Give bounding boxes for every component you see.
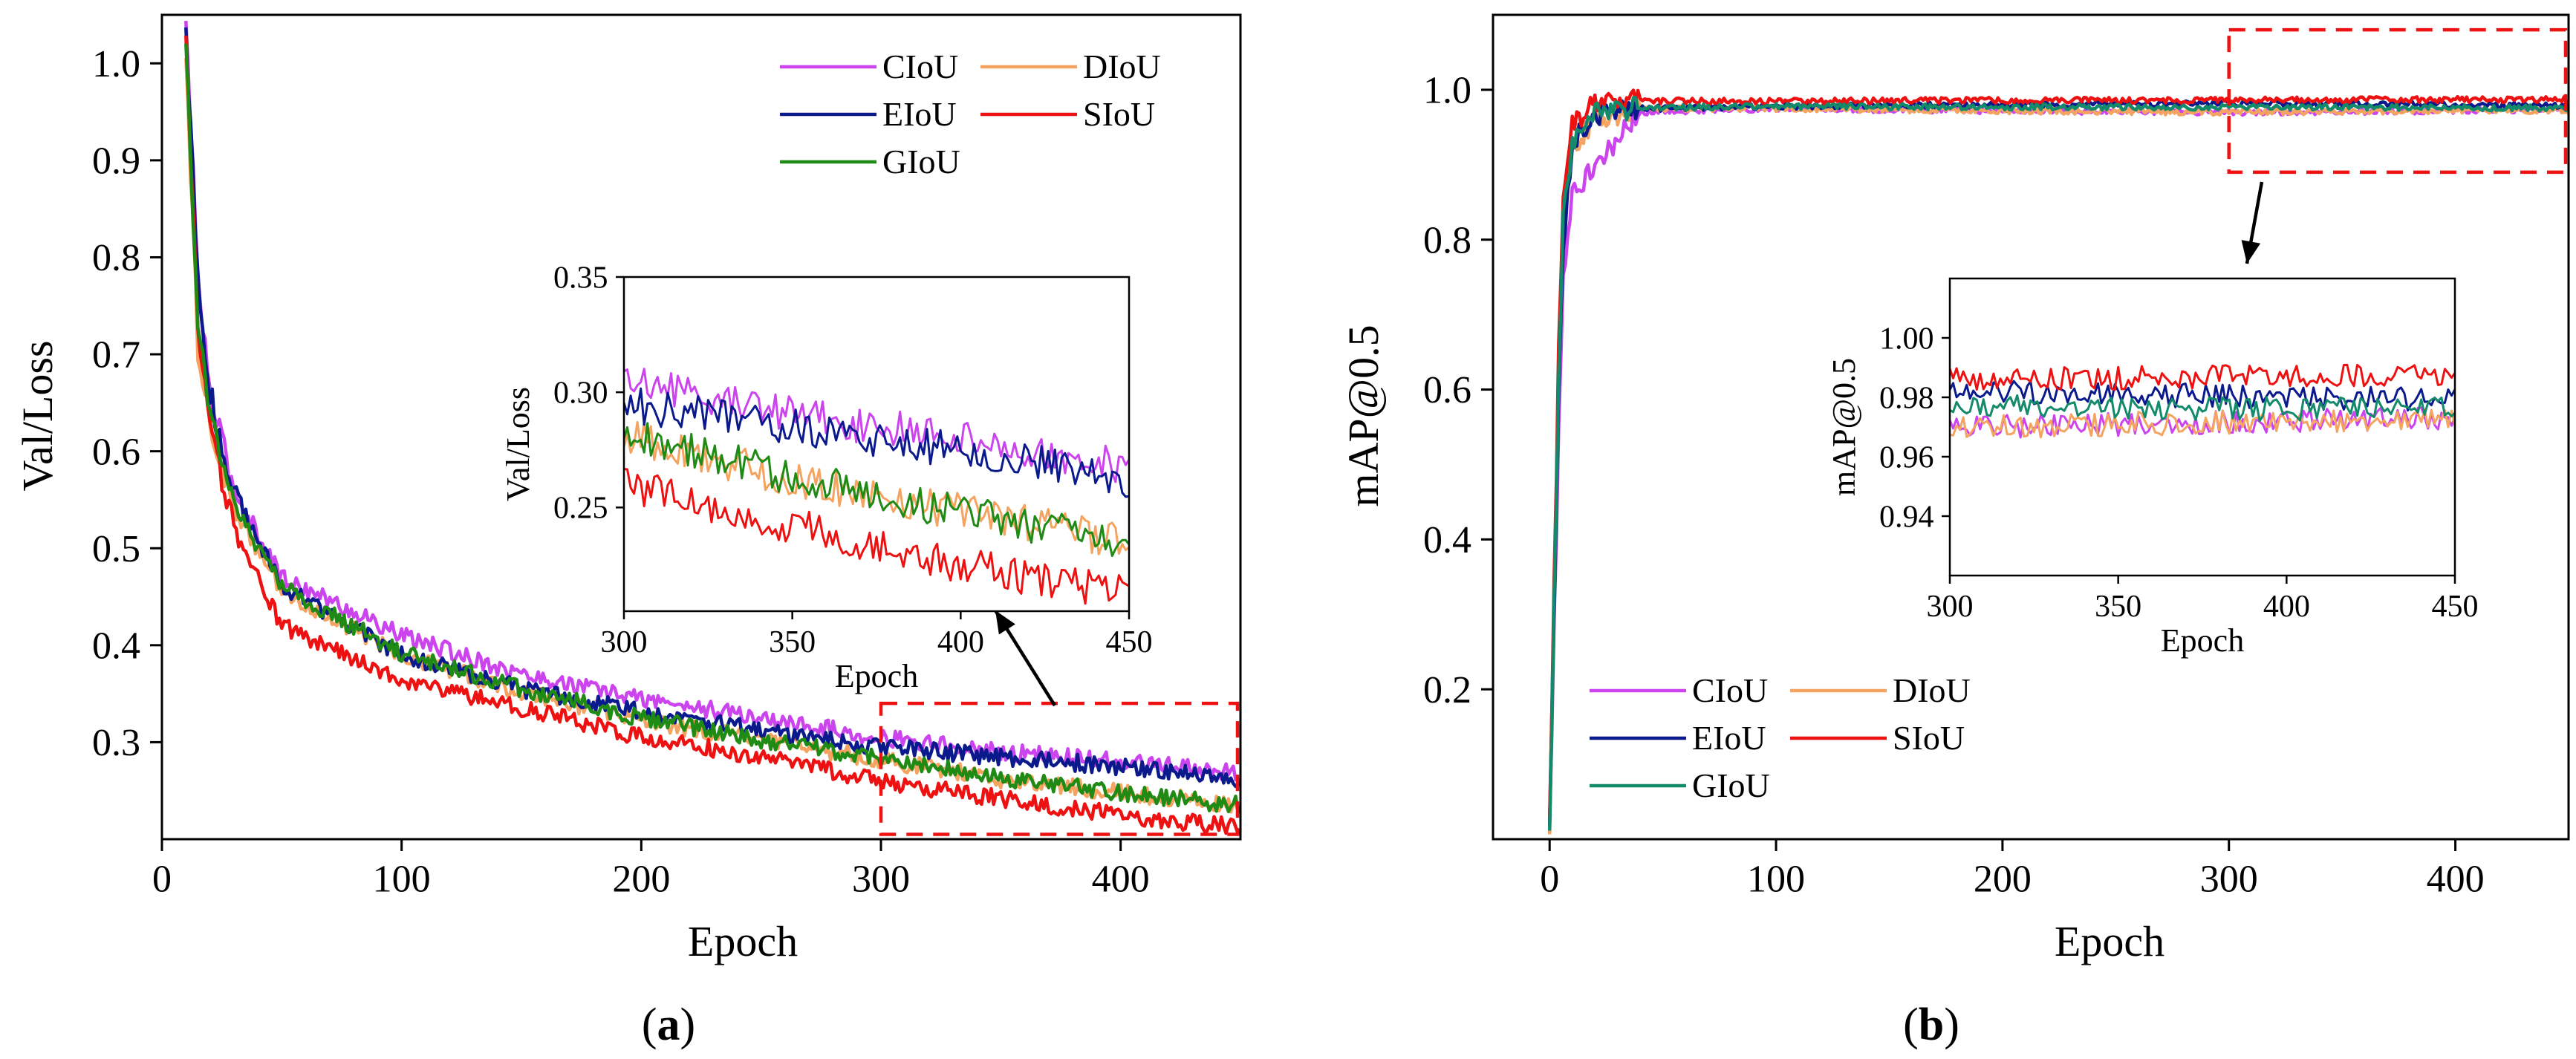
inset-x-axis-label: Epoch — [835, 658, 918, 694]
inset-y-axis-label: Val/Loss — [500, 387, 536, 501]
panel-label-open-paren: ( — [1903, 1000, 1919, 1050]
inset-axis-y-tick-label: 0.35 — [553, 261, 608, 295]
inset-x-axis-label: Epoch — [2161, 622, 2244, 659]
series-line-eiou-inset — [624, 387, 1129, 498]
panel-label: (b) — [1903, 1000, 1959, 1050]
zoom-arrow-head — [2241, 240, 2261, 264]
inset-axis-y-tick-label: 0.96 — [1879, 440, 1934, 475]
legend-label-siou: SIoU — [1083, 95, 1155, 133]
panel-label-letter: a — [657, 1000, 680, 1050]
series-line-siou-inset — [1950, 363, 2455, 391]
axis-x-tick-label: 0 — [1540, 858, 1559, 901]
axis-y-tick-label: 0.8 — [1423, 219, 1471, 261]
series-line-giou — [184, 43, 1240, 814]
inset-axis-y-tick-label: 0.94 — [1879, 500, 1934, 534]
axis-y-tick-label: 1.0 — [1423, 70, 1471, 112]
axis-y-tick-label: 0.6 — [1423, 369, 1471, 411]
panel-label-letter: b — [1919, 1000, 1944, 1050]
axis-frame — [1492, 13, 2570, 841]
inset-y-axis-label: mAP@0.5 — [1826, 358, 1862, 496]
axis-y-tick-label: 0.4 — [92, 625, 140, 668]
axis-y-tick-label: 0.9 — [92, 140, 140, 183]
axis-frame — [160, 13, 1242, 841]
x-axis-label: Epoch — [688, 917, 798, 965]
y-axis-label: Val/Loss — [13, 341, 62, 492]
inset-axis-x-tick-label: 350 — [769, 625, 816, 659]
panel-b: 0 100 200 300 400 0.2 0.4 0.6 0.8 1.0 Epoch mAP@0.5… — [1339, 13, 2570, 1050]
inset-axis-y-tick-label: 1.00 — [1879, 322, 1934, 356]
inset-axis-y-tick-label: 0.30 — [553, 376, 608, 410]
axis-x-tick-label: 100 — [373, 858, 431, 901]
series-line-siou-inset — [624, 468, 1129, 605]
inset-axis-x-tick-label: 400 — [937, 625, 984, 659]
axis-x-tick-label: 200 — [612, 858, 670, 901]
axis-x-tick-label: 300 — [852, 858, 910, 901]
inset-background — [624, 277, 1129, 611]
legend-label-giou: GIoU — [1692, 766, 1770, 804]
inset-axis-x-tick-label: 400 — [2263, 590, 2310, 624]
axis-y-tick-label: 0.3 — [92, 722, 140, 764]
axis-y-tick-label: 0.5 — [92, 528, 140, 570]
legend-label-diou: DIoU — [1083, 48, 1161, 85]
zoom-arrow-head — [995, 610, 1015, 635]
series-line-siou — [1547, 88, 2569, 818]
series-line-diou-inset — [624, 420, 1129, 555]
legend-label-eiou: EIoU — [1692, 719, 1766, 757]
axis-x-tick-label: 100 — [1747, 858, 1805, 901]
x-axis-label: Epoch — [2055, 917, 2164, 965]
panel-label-close-paren: ) — [1944, 1000, 1959, 1050]
legend-label-diou: DIoU — [1893, 671, 1971, 709]
panel-label-open-paren: ( — [642, 1000, 657, 1050]
axis-x-tick-label: 200 — [1974, 858, 2032, 901]
series-line-giou-inset — [1950, 394, 2455, 423]
series-line-siou — [184, 35, 1240, 836]
inset-axis-x-tick-label: 450 — [1106, 625, 1153, 659]
axis-x-tick-label: 300 — [2200, 858, 2258, 901]
axis-y-tick-label: 0.4 — [1423, 519, 1471, 561]
inset-axis-y-tick-label: 0.25 — [553, 492, 608, 526]
axis-y-tick-label: 0.7 — [92, 334, 140, 377]
panel-label-close-paren: ) — [680, 1000, 696, 1050]
axis-y-tick-label: 1.0 — [92, 43, 140, 85]
legend-label-siou: SIoU — [1893, 719, 1965, 757]
series-line-ciou — [184, 20, 1240, 782]
axis-x-tick-label: 400 — [1092, 858, 1150, 901]
inset-axis-y-tick-label: 0.98 — [1879, 381, 1934, 415]
axis-x-tick-label: 400 — [2427, 858, 2485, 901]
zoom-highlight-box — [879, 701, 1240, 836]
inset-axis-x-tick-label: 300 — [601, 625, 648, 659]
zoom-highlight-box — [2227, 27, 2568, 175]
series-line-giou — [1547, 96, 2569, 831]
axis-y-tick-label: 0.2 — [1423, 669, 1471, 711]
series-line-giou-inset — [624, 422, 1129, 557]
inset-axis-x-tick-label: 300 — [1927, 590, 1974, 624]
axis-x-tick-label: 0 — [152, 858, 172, 901]
legend-label-giou: GIoU — [882, 143, 960, 180]
inset-axis-x-tick-label: 450 — [2432, 590, 2479, 624]
series-line-diou-inset — [1950, 408, 2455, 439]
legend-label-eiou: EIoU — [882, 95, 957, 133]
axis-y-tick-label: 0.8 — [92, 237, 140, 279]
y-axis-label: mAP@0.5 — [1339, 325, 1388, 506]
inset-axis-frame — [622, 276, 1131, 613]
panel-label: (a) — [642, 1000, 695, 1050]
legend-label-ciou: CIoU — [1692, 671, 1768, 709]
axis-y-tick-label: 0.6 — [92, 431, 140, 473]
inset-axis-x-tick-label: 350 — [2095, 590, 2141, 624]
legend-label-ciou: CIoU — [882, 48, 958, 85]
inset-axis-frame — [1948, 277, 2456, 577]
panel-a: 0 100 200 300 400 0.3 0.4 0.5 0.6 0.7 0.8 0.9 1.0 Epo… — [13, 13, 1242, 1050]
